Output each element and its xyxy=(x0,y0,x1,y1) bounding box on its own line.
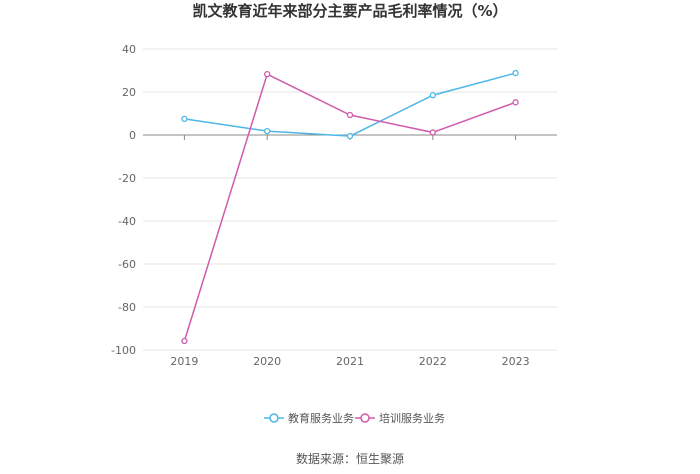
series-line-1 xyxy=(184,72,516,137)
x-tick-label: 2019 xyxy=(170,355,198,368)
data-point[interactable] xyxy=(264,127,271,135)
series-layer xyxy=(181,69,519,345)
data-point[interactable] xyxy=(512,69,519,77)
y-tick-label: 20 xyxy=(122,86,136,99)
data-point[interactable] xyxy=(429,92,436,99)
data-point[interactable] xyxy=(264,71,271,78)
y-tick-label: 0 xyxy=(129,129,136,142)
data-point[interactable] xyxy=(429,129,436,136)
data-point[interactable] xyxy=(346,111,354,119)
x-tick-label: 2022 xyxy=(419,355,447,368)
data-point[interactable] xyxy=(181,337,188,345)
y-tick-label: 40 xyxy=(122,43,136,56)
y-tick-label: -80 xyxy=(118,301,136,314)
y-tick-label: -60 xyxy=(118,258,136,271)
y-tick-label: -20 xyxy=(118,172,136,185)
y-axis: 40 20 0 -20 -40 -60 -80 -100 xyxy=(111,43,136,357)
chart-title: 凯文教育近年来部分主要产品毛利率情况（%） xyxy=(192,2,507,20)
legend-marker-icon xyxy=(360,413,370,423)
y-tick-label: -40 xyxy=(118,215,136,228)
data-source: 数据来源：恒生聚源 xyxy=(296,451,404,466)
legend-label: 教育服务业务 xyxy=(288,411,354,425)
x-tick-label: 2021 xyxy=(336,355,364,368)
x-axis: 2019 2020 2021 2022 2023 xyxy=(170,135,530,368)
grid xyxy=(143,48,557,351)
legend-label: 培训服务业务 xyxy=(379,411,445,425)
legend-item-2[interactable]: 培训服务业务 xyxy=(355,411,445,425)
legend[interactable]: 教育服务业务 培训服务业务 xyxy=(264,411,445,425)
data-point[interactable] xyxy=(512,99,519,106)
data-point[interactable] xyxy=(346,132,354,140)
y-tick-label: -100 xyxy=(111,344,136,357)
legend-marker-icon xyxy=(269,413,279,423)
x-tick-label: 2020 xyxy=(253,355,281,368)
legend-item-1[interactable]: 教育服务业务 xyxy=(264,411,354,425)
data-point[interactable] xyxy=(181,115,188,123)
x-tick-label: 2023 xyxy=(502,355,530,368)
